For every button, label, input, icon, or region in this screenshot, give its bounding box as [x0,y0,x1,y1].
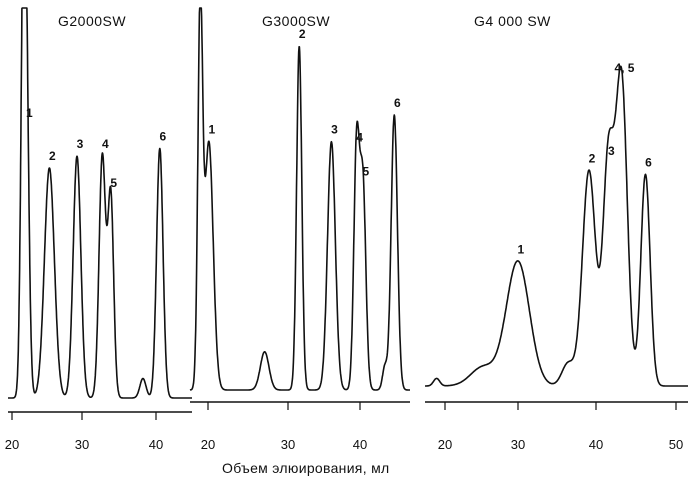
x-tick-label: 40 [353,437,367,452]
x-tick-label: 40 [149,437,163,452]
panel-3: 20 30 40 50 G4 000 SW 1 23 4, 5 6 [424,13,689,452]
x-tick-label: 40 [589,437,603,452]
peak-label: 4, 5 [614,61,634,75]
panel-title: G2000SW [58,13,126,29]
chromatogram-trace [7,7,193,399]
peak-label: 1 [209,123,216,137]
peak-label: 4 [102,137,109,151]
x-axis-label: Объем элюирования, мл [222,460,389,476]
panel-title: G4 000 SW [474,13,551,29]
peak-label: 6 [159,129,166,143]
panel-1: 20 30 40 G2000SW 1 2 3 4 5 6 [5,7,193,452]
panel-title: G3000SW [262,13,330,29]
peak-label: 1 [26,106,33,120]
x-tick-label: 30 [511,437,525,452]
peak-label: 5 [363,165,370,179]
panel-2: 20 30 40 G3000SW 1 2 3 4 5 6 [189,7,411,452]
x-tick-label: 50 [669,437,683,452]
peak-label: 3 [77,137,84,151]
chromatogram-trace [424,65,689,387]
x-tick-label: 20 [438,437,452,452]
peak-label: 3 [608,144,615,158]
x-tick-label: 20 [5,437,19,452]
peak-label: 3 [331,123,338,137]
x-tick-label: 20 [201,437,215,452]
peak-label: 5 [110,176,117,190]
peak-label: 6 [645,155,652,169]
peak-label: 1 [517,242,524,256]
x-tick-label: 30 [281,437,295,452]
peak-label: 6 [394,96,401,110]
peak-label: 2 [589,152,596,166]
x-tick-label: 30 [75,437,89,452]
chromatogram-trace [189,7,411,391]
peak-label: 2 [49,149,56,163]
peak-label: 4 [356,130,363,144]
peak-label: 2 [299,27,306,41]
